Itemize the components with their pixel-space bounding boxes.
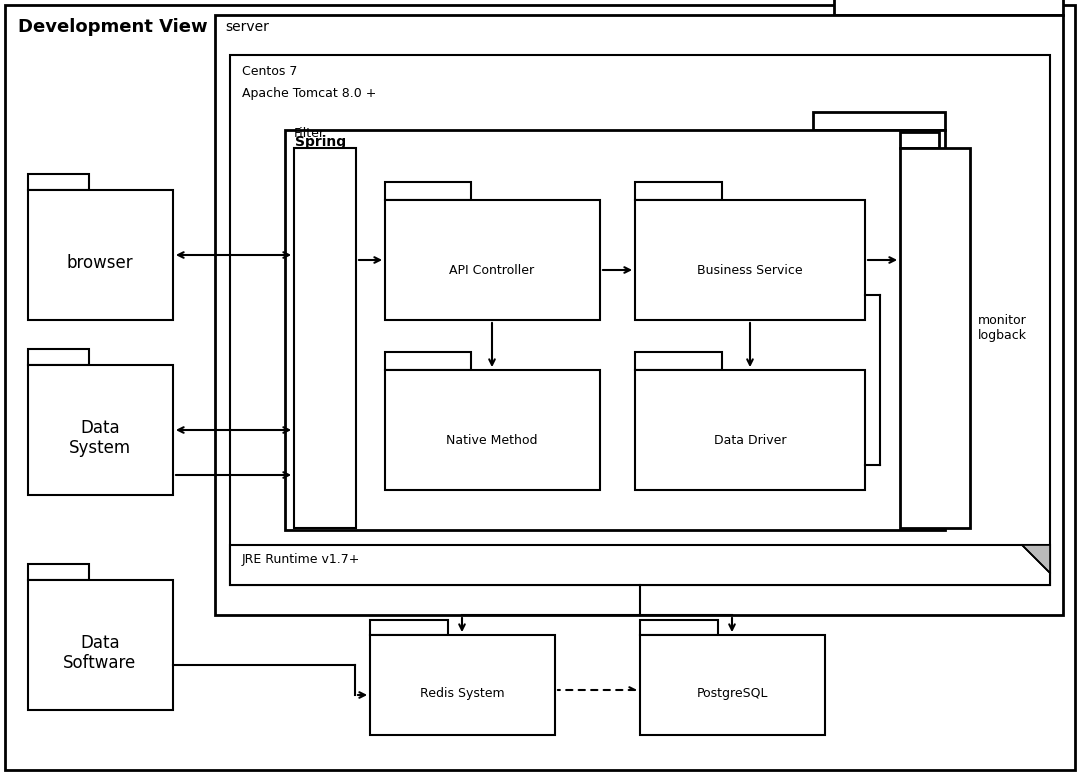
Text: Filter: Filter <box>294 127 325 140</box>
Bar <box>640 635 825 735</box>
Bar <box>28 190 173 320</box>
Polygon shape <box>384 182 471 200</box>
Polygon shape <box>370 620 448 635</box>
Text: Centos 7: Centos 7 <box>242 65 297 78</box>
Polygon shape <box>635 182 723 200</box>
Text: Data
System: Data System <box>69 418 131 457</box>
Text: Data Driver: Data Driver <box>714 433 786 446</box>
Polygon shape <box>834 0 1063 15</box>
Bar <box>370 635 555 735</box>
Text: Apache Tomcat 8.0 +: Apache Tomcat 8.0 + <box>242 87 376 100</box>
Polygon shape <box>28 349 89 365</box>
Bar <box>230 55 1050 585</box>
Text: Development View: Development View <box>18 18 207 36</box>
Text: PostgreSQL: PostgreSQL <box>697 687 768 700</box>
Polygon shape <box>813 112 945 130</box>
Polygon shape <box>1022 545 1050 573</box>
Text: Data
Software: Data Software <box>64 634 137 673</box>
Text: browser: browser <box>67 254 133 272</box>
Text: server: server <box>225 20 269 34</box>
Text: JRE Runtime v1.7+: JRE Runtime v1.7+ <box>242 553 361 566</box>
Bar <box>215 15 1063 615</box>
Text: API Controller: API Controller <box>449 264 535 277</box>
Bar <box>294 148 356 528</box>
Polygon shape <box>384 352 471 370</box>
Text: Business Service: Business Service <box>698 264 802 277</box>
Polygon shape <box>635 352 723 370</box>
Bar <box>285 130 945 530</box>
Text: Spring: Spring <box>295 135 346 149</box>
Text: Native Method: Native Method <box>446 433 538 446</box>
Bar <box>28 365 173 495</box>
Bar <box>28 580 173 710</box>
Bar <box>384 370 600 490</box>
Bar <box>635 200 865 320</box>
Bar <box>384 200 600 320</box>
Text: Redis System: Redis System <box>420 687 504 700</box>
Polygon shape <box>28 174 89 190</box>
Bar <box>230 545 1050 585</box>
Polygon shape <box>640 620 718 635</box>
Bar <box>900 148 970 528</box>
Polygon shape <box>900 132 939 148</box>
Text: monitor
logback: monitor logback <box>978 314 1027 342</box>
Bar <box>635 370 865 490</box>
Polygon shape <box>28 564 89 580</box>
